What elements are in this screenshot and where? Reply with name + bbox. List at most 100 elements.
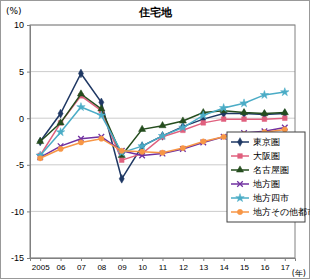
x-tick-label: 11 <box>159 263 168 272</box>
marker <box>281 108 288 114</box>
legend-marker <box>236 194 244 202</box>
y-tick: -10 <box>11 207 30 217</box>
x-tick-mark <box>244 258 245 261</box>
y-axis-line <box>27 26 31 259</box>
x-axis-line <box>31 259 296 262</box>
marker <box>282 127 287 132</box>
marker <box>56 128 64 136</box>
legend-item: 東京圏 <box>231 137 280 147</box>
marker <box>77 90 84 96</box>
legend-label: 地方四市 <box>252 193 289 203</box>
marker <box>158 131 166 139</box>
y-tick-mark <box>27 211 30 212</box>
grid <box>30 25 295 258</box>
marker <box>260 90 268 98</box>
marker <box>99 136 104 141</box>
marker <box>262 117 267 122</box>
legend-marker <box>236 166 243 172</box>
x-tick-mark <box>264 258 265 261</box>
y-tick-label: 10 <box>14 20 24 30</box>
x-label: (年) <box>292 269 306 278</box>
marker <box>119 174 124 183</box>
marker <box>221 134 227 140</box>
y-tick-mark <box>27 25 30 26</box>
x-tick: 08 <box>97 258 106 272</box>
legend-item: 名古屋圏 <box>231 165 289 175</box>
y-tick-label: -10 <box>11 207 24 217</box>
legend-item: 地方圏 <box>231 179 280 189</box>
x-tick-mark <box>40 258 41 261</box>
marker <box>37 137 44 143</box>
x-tick-label: 2005 <box>32 263 50 272</box>
legend-marker <box>237 209 242 214</box>
y-tick-mark <box>27 165 30 166</box>
x-tick-label: 10 <box>138 263 147 272</box>
plot: -15 -10 -5 0 5 10 2005 06 07 08 09 10 11 12 13 14 15 16 17 <box>11 20 296 271</box>
x-tick-label: 15 <box>240 263 249 272</box>
x-tick-mark <box>203 258 204 261</box>
x-tick-label: 12 <box>179 263 188 272</box>
title: 住宅地 <box>138 6 173 19</box>
marker <box>119 148 124 153</box>
marker <box>138 142 146 150</box>
marker <box>282 116 287 121</box>
legend-marker <box>237 181 243 187</box>
y-tick-label: 0 <box>19 114 24 124</box>
legend-marker <box>238 154 243 159</box>
y-tick-label: -5 <box>16 160 24 170</box>
marker <box>219 104 227 112</box>
x-tick-mark <box>61 258 62 261</box>
y-tick: 5 <box>19 67 30 77</box>
marker <box>78 69 83 78</box>
chart: -15 -10 -5 0 5 10 2005 06 07 08 09 10 11 12 13 14 15 16 17… <box>0 0 310 279</box>
marker <box>159 122 166 128</box>
grid-line <box>30 71 295 72</box>
x-tick: 06 <box>57 258 66 272</box>
y-tick-label: 5 <box>19 67 24 77</box>
x-tick: 17 <box>281 258 290 272</box>
marker <box>97 111 105 119</box>
x-tick: 10 <box>138 258 147 272</box>
y-tick: 10 <box>14 20 30 30</box>
x-tick-label: 09 <box>118 263 127 272</box>
x-tick-label: 08 <box>97 263 106 272</box>
marker <box>221 134 226 139</box>
x-tick-mark <box>224 258 225 261</box>
marker <box>98 105 105 111</box>
y-tick-label: -15 <box>11 253 24 263</box>
x-tick-mark <box>81 258 82 261</box>
marker <box>180 146 186 152</box>
x-tick: 09 <box>118 258 127 272</box>
marker <box>160 151 166 157</box>
plot-frame <box>30 25 295 258</box>
marker <box>139 149 144 154</box>
x-tick-label: 13 <box>199 263 208 272</box>
marker <box>58 109 63 118</box>
y-tick: -15 <box>11 253 30 263</box>
y-tick-mark <box>27 72 30 73</box>
x-tick: 11 <box>159 258 168 272</box>
x-axis: 2005 06 07 08 09 10 11 12 13 14 15 16 17 <box>31 258 296 272</box>
y-tick: -5 <box>16 160 30 170</box>
marker <box>281 88 289 96</box>
chart-border <box>1 1 310 279</box>
legend-item: 地方四市 <box>231 193 289 203</box>
x-tick: 14 <box>220 258 229 272</box>
legend-label: 地方その他都市 <box>252 207 310 217</box>
y-tick-mark <box>27 118 30 119</box>
marker <box>240 108 247 114</box>
x-tick-mark <box>142 258 143 261</box>
y-tick-mark <box>27 258 30 259</box>
x-tick: 07 <box>77 258 86 272</box>
legend-label: 地方圏 <box>252 179 280 189</box>
marker <box>78 140 83 145</box>
marker <box>221 117 226 122</box>
marker <box>179 123 187 131</box>
legend-label: 大阪圏 <box>253 151 280 161</box>
x-tick: 16 <box>260 258 269 272</box>
legend-label: 東京圏 <box>253 137 280 147</box>
x-tick-mark <box>101 258 102 261</box>
marker <box>240 99 248 107</box>
x-tick: 13 <box>199 258 208 272</box>
x-tick-mark <box>285 258 286 261</box>
